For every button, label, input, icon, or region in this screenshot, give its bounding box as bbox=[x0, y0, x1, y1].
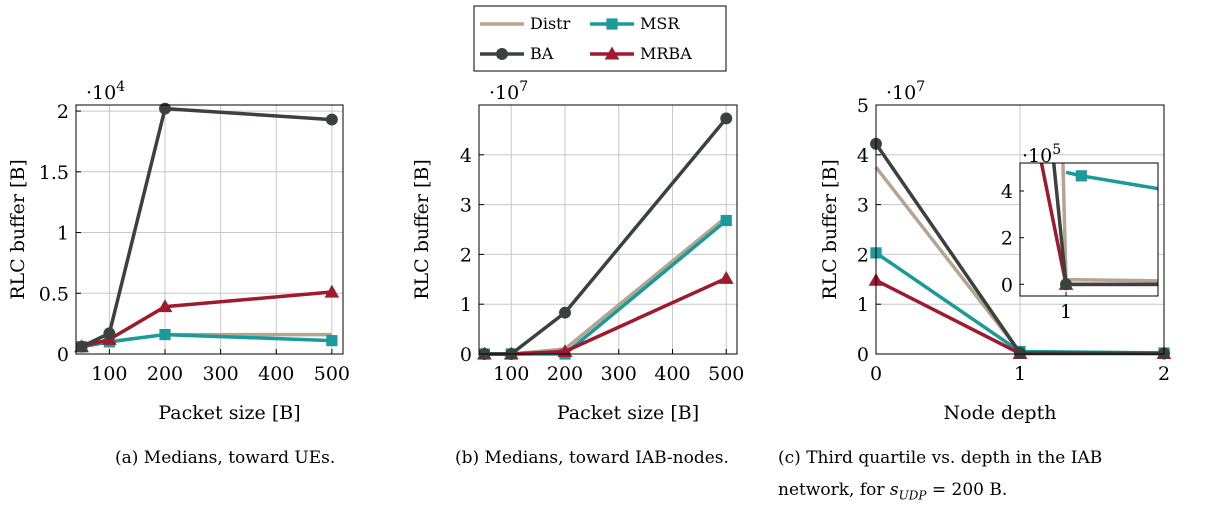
caption-a: (a) Medians, toward UEs. bbox=[115, 448, 336, 468]
x-tick-label: 500 bbox=[314, 363, 350, 385]
y-axis-label: RLC buffer [B] bbox=[411, 159, 433, 300]
caption-c-sub: UDP bbox=[898, 488, 927, 503]
x-axis-label: Node depth bbox=[944, 402, 1057, 424]
inset-y-tick-label: 4 bbox=[1001, 181, 1013, 203]
x-axis-label: Packet size [B] bbox=[158, 402, 300, 424]
legend-label-msr: MSR bbox=[640, 14, 680, 33]
data-point-ba bbox=[559, 306, 571, 319]
y-tick-label: 0.5 bbox=[39, 283, 69, 305]
inset-data-point-msr bbox=[1075, 170, 1087, 182]
data-point-mrba bbox=[157, 299, 173, 313]
axis-multiplier-base: ·10 bbox=[489, 82, 519, 104]
x-tick-label: 500 bbox=[708, 363, 744, 385]
caption-c-var: s bbox=[889, 480, 899, 500]
y-tick-label: 2 bbox=[460, 244, 472, 266]
x-axis-label: Packet size [B] bbox=[557, 402, 699, 424]
legend-label-ba: BA bbox=[530, 44, 554, 63]
y-tick-label: 0 bbox=[460, 344, 472, 366]
x-tick-label: 400 bbox=[258, 363, 294, 385]
data-point-msr bbox=[326, 335, 338, 347]
y-tick-label: 1.5 bbox=[39, 162, 69, 184]
chart-b: 100 200 300 400 500 0 1 2 3 4 ·107 Packet size [B] R… bbox=[411, 79, 744, 424]
inset-multiplier-exponent: 5 bbox=[1052, 142, 1061, 158]
caption-c-line2: network, for sUDP = 200 B. bbox=[778, 474, 1198, 511]
inset-axis-multiplier: ·105 bbox=[1022, 142, 1061, 167]
y-tick-label: 4 bbox=[460, 145, 472, 167]
x-tick-label: 2 bbox=[1158, 363, 1170, 385]
data-point-msr bbox=[159, 328, 171, 341]
x-tick-label: 100 bbox=[493, 363, 529, 385]
inset-y-tick-label: 2 bbox=[1001, 228, 1013, 250]
plot-frame bbox=[75, 104, 344, 355]
legend-marker-mrba bbox=[604, 46, 620, 60]
inset-background bbox=[1020, 163, 1158, 296]
data-point-ba bbox=[75, 340, 88, 353]
y-tick-label: 2 bbox=[857, 244, 869, 266]
caption-c-prefix: network, for bbox=[778, 480, 890, 500]
axis-multiplier-base: ·10 bbox=[86, 82, 116, 104]
caption-c: (c) Third quartile vs. depth in the IAB … bbox=[778, 442, 1198, 511]
data-point-ba bbox=[325, 113, 338, 126]
x-tick-label: 200 bbox=[147, 363, 183, 385]
series-line-ba bbox=[80, 106, 332, 349]
legend-marker-ba bbox=[496, 48, 508, 60]
axis-multiplier-exponent: 7 bbox=[519, 79, 528, 95]
legend-frame bbox=[473, 5, 727, 72]
x-tick-label: 300 bbox=[202, 363, 238, 385]
series-line-mrba bbox=[81, 290, 333, 349]
y-tick-label: 0 bbox=[57, 344, 69, 366]
y-tick-label: 3 bbox=[460, 195, 472, 217]
inset-data-point-ba bbox=[1060, 278, 1072, 291]
caption-c-line1: (c) Third quartile vs. depth in the IAB bbox=[778, 448, 1103, 468]
caption-c-suffix: = 200 B. bbox=[926, 480, 1008, 500]
axis-multiplier: ·107 bbox=[886, 79, 925, 104]
axis-multiplier-exponent: 4 bbox=[116, 79, 125, 95]
caption-b: (b) Medians, toward IAB-nodes. bbox=[455, 448, 729, 468]
inset-plot bbox=[1039, 163, 1158, 291]
x-tick-label: 400 bbox=[654, 363, 690, 385]
plot-frame bbox=[478, 104, 738, 355]
legend-label-mrba: MRBA bbox=[640, 44, 692, 63]
axis-multiplier-exponent: 7 bbox=[916, 79, 925, 95]
axis-multiplier: ·104 bbox=[86, 79, 125, 104]
x-tick-label: 200 bbox=[547, 363, 583, 385]
x-tick-label: 300 bbox=[601, 363, 637, 385]
plot-frame bbox=[875, 104, 1165, 355]
legend-marker-msr bbox=[606, 18, 618, 30]
chart-a: 100 200 300 400 500 0 0.5 1 1.5 2 ·104 Packet size … bbox=[7, 79, 350, 424]
data-point-ba bbox=[159, 102, 171, 115]
axis-multiplier-base: ·10 bbox=[886, 82, 916, 104]
y-axis-label: RLC buffer [B] bbox=[7, 159, 29, 300]
axis-multiplier: ·107 bbox=[489, 79, 528, 104]
legend-label-distr: Distr bbox=[530, 14, 571, 33]
inset-multiplier-base: ·10 bbox=[1022, 145, 1052, 167]
y-tick-label: 1 bbox=[460, 294, 472, 316]
inset: 0 2 4 1 ·105 bbox=[1001, 142, 1159, 323]
data-point-ba bbox=[103, 327, 116, 340]
y-tick-label: 0 bbox=[857, 344, 869, 366]
y-axis-label: RLC buffer [B] bbox=[819, 159, 841, 300]
data-point-ba bbox=[1014, 347, 1026, 359]
legend: Distr MSR BA MRBA bbox=[473, 5, 727, 72]
inset-frame bbox=[1019, 162, 1159, 297]
data-point-ba bbox=[720, 112, 733, 125]
series-line-msr bbox=[81, 332, 332, 349]
data-point-mrba bbox=[718, 270, 734, 284]
y-tick-label: 4 bbox=[857, 145, 869, 167]
y-tick-label: 3 bbox=[857, 195, 869, 217]
y-tick-label: 5 bbox=[857, 95, 869, 117]
x-tick-label: 0 bbox=[870, 363, 882, 385]
y-tick-label: 1 bbox=[857, 294, 869, 316]
y-tick-label: 1 bbox=[57, 223, 69, 245]
inset-x-tick-label: 1 bbox=[1060, 301, 1072, 323]
x-tick-label: 1 bbox=[1014, 363, 1026, 385]
data-point-msr bbox=[720, 214, 732, 227]
data-point-mrba bbox=[324, 284, 340, 298]
inset-y-tick-label: 0 bbox=[1001, 274, 1013, 296]
x-tick-label: 100 bbox=[91, 363, 127, 385]
y-tick-label: 2 bbox=[57, 101, 69, 123]
